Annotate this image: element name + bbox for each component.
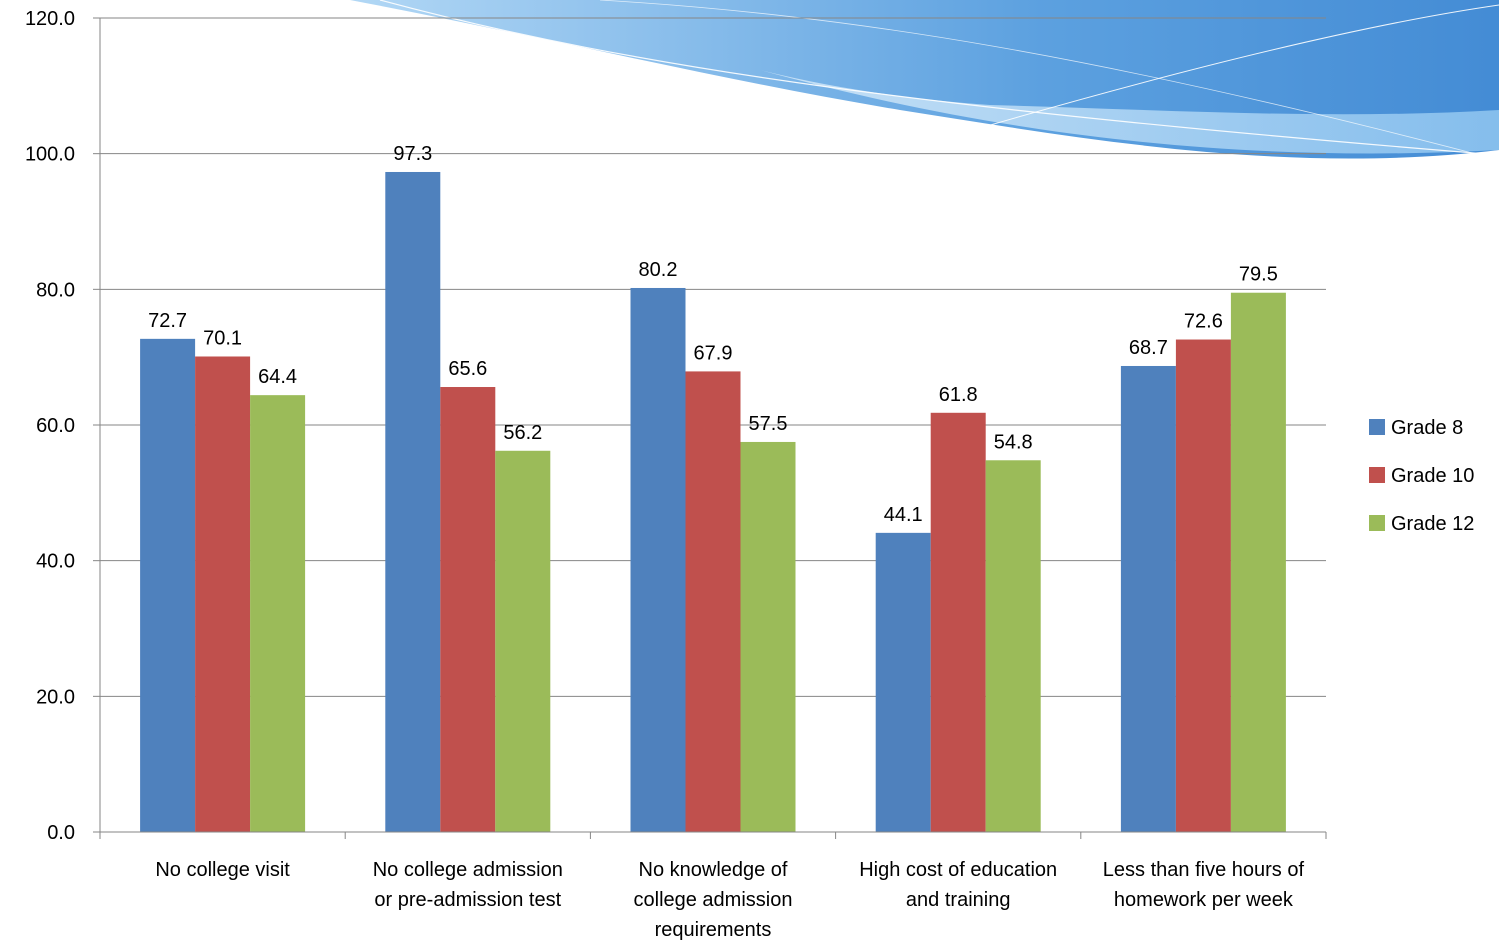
data-label: 68.7 bbox=[1129, 337, 1168, 359]
x-category-label: college admission bbox=[634, 889, 793, 911]
data-labels: 72.7 70.1 64.4 97.3 65.6 56.2 80.2 67.9 57.5 44.1… bbox=[148, 143, 1278, 526]
x-category-label: No college visit bbox=[155, 859, 290, 881]
y-tick-label: 120.0 bbox=[25, 8, 75, 30]
x-category-label: Less than five hours of bbox=[1103, 859, 1305, 881]
data-label: 80.2 bbox=[639, 259, 678, 281]
x-category-label: requirements bbox=[655, 919, 772, 941]
bars bbox=[140, 171, 1286, 833]
data-label: 65.6 bbox=[448, 358, 487, 380]
decorative-wave bbox=[350, 0, 1499, 161]
bar-grade-8 bbox=[385, 171, 441, 832]
x-category-label: No college admission bbox=[373, 859, 563, 881]
axes: 0.0 20.0 40.0 60.0 80.0 100.0 120.0 No college … bbox=[25, 8, 1327, 941]
x-category-label: or pre-admission test bbox=[374, 889, 561, 911]
bar-grade-10 bbox=[685, 371, 741, 832]
data-label: 56.2 bbox=[503, 422, 542, 444]
bar-grade-10 bbox=[930, 412, 986, 832]
data-label: 54.8 bbox=[994, 431, 1033, 453]
data-label: 97.3 bbox=[393, 143, 432, 165]
y-tick-label: 40.0 bbox=[36, 551, 75, 573]
bar-grade-8 bbox=[140, 338, 196, 832]
data-label: 79.5 bbox=[1239, 264, 1278, 286]
bar-grade-12 bbox=[740, 441, 796, 832]
bar-grade-8 bbox=[875, 532, 931, 832]
x-category-label: homework per week bbox=[1114, 889, 1294, 911]
y-tick-label: 100.0 bbox=[25, 144, 75, 166]
bar-grade-12 bbox=[495, 450, 551, 832]
legend-label: Grade 8 bbox=[1391, 417, 1463, 439]
bar-grade-8 bbox=[1120, 365, 1176, 832]
data-label: 67.9 bbox=[694, 342, 733, 364]
x-category-label: High cost of education bbox=[859, 859, 1057, 881]
bar-grade-10 bbox=[440, 387, 496, 832]
data-label: 44.1 bbox=[884, 504, 923, 526]
bar-grade-10 bbox=[195, 356, 251, 832]
bar-grade-12 bbox=[250, 395, 306, 832]
legend-label: Grade 10 bbox=[1391, 465, 1474, 487]
data-label: 61.8 bbox=[939, 384, 978, 406]
y-tick-label: 60.0 bbox=[36, 415, 75, 437]
bar-grade-10 bbox=[1175, 339, 1231, 832]
legend-swatch bbox=[1369, 419, 1385, 435]
bar-grade-12 bbox=[1230, 292, 1286, 833]
y-tick-label: 20.0 bbox=[36, 686, 75, 708]
bar-grade-12 bbox=[985, 460, 1041, 832]
legend-swatch bbox=[1369, 515, 1385, 531]
x-category-label: and training bbox=[906, 889, 1011, 911]
bar-grade-8 bbox=[630, 287, 686, 832]
y-tick-label: 80.0 bbox=[36, 279, 75, 301]
data-label: 72.6 bbox=[1184, 311, 1223, 333]
y-tick-label: 0.0 bbox=[47, 822, 75, 844]
data-label: 57.5 bbox=[749, 413, 788, 435]
legend-swatch bbox=[1369, 467, 1385, 483]
legend: Grade 8 Grade 10 Grade 12 bbox=[1369, 417, 1474, 535]
legend-label: Grade 12 bbox=[1391, 513, 1474, 535]
data-label: 64.4 bbox=[258, 366, 297, 388]
x-category-label: No knowledge of bbox=[639, 859, 788, 881]
data-label: 70.1 bbox=[203, 327, 242, 349]
data-label: 72.7 bbox=[148, 310, 187, 332]
